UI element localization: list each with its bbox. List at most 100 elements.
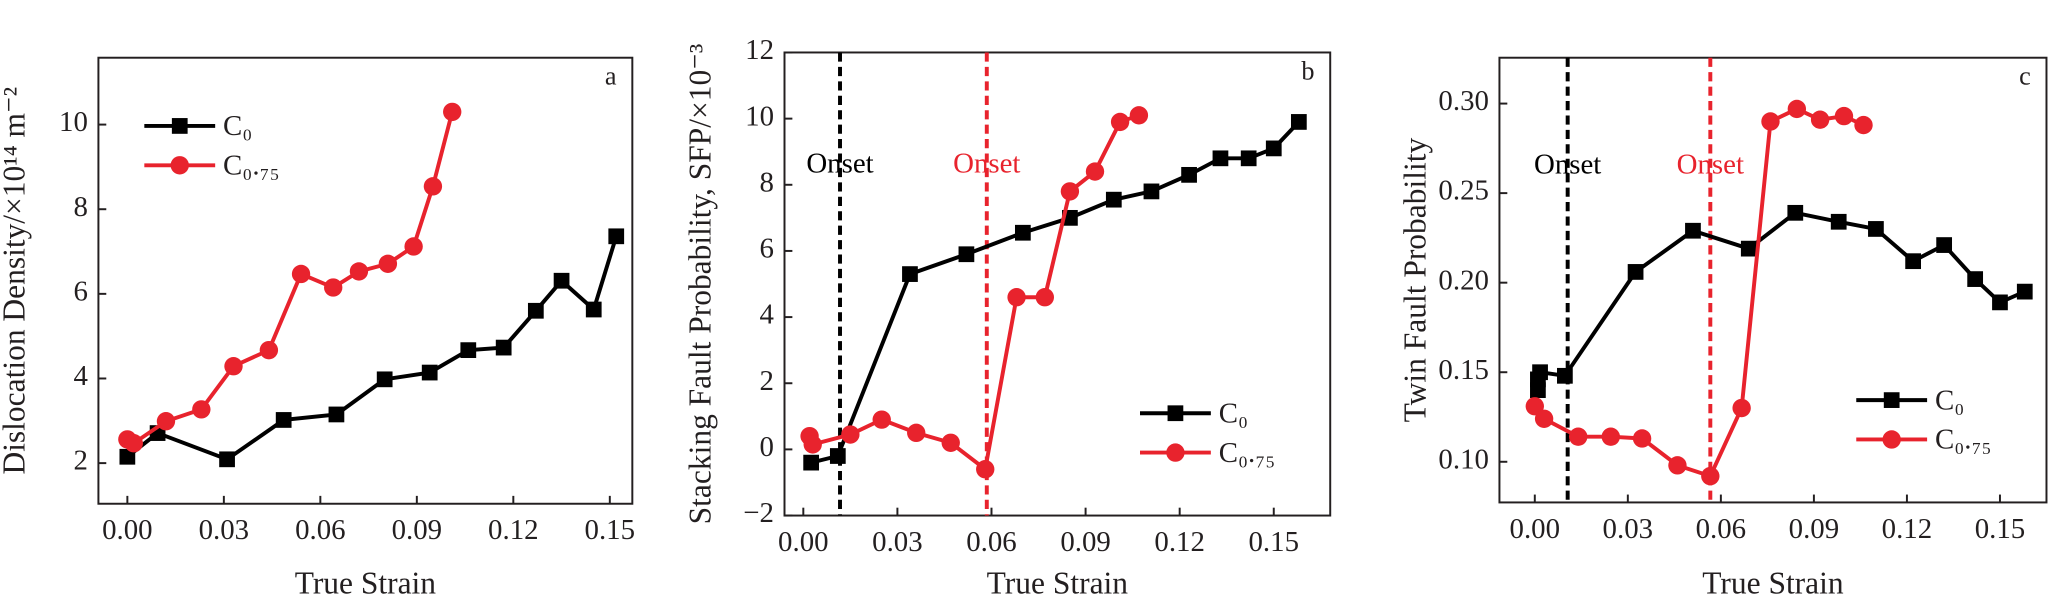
marker [1830, 213, 1847, 230]
x-tick-label: 0.06 [295, 514, 346, 546]
marker [1732, 398, 1751, 418]
marker [1668, 456, 1687, 475]
marker [349, 262, 369, 281]
marker [1787, 99, 1807, 119]
x-tick-label: 0.15 [1249, 526, 1300, 558]
y-tick-label: −2 [743, 497, 774, 529]
legend-marker [171, 118, 188, 134]
marker [324, 278, 343, 297]
marker [1532, 364, 1548, 381]
legend-label: C₀.₇₅ [223, 150, 280, 182]
y-tick-label: 6 [760, 233, 774, 265]
legend-marker [1883, 392, 1900, 408]
marker [1834, 106, 1854, 126]
marker [224, 357, 243, 376]
legend-marker [1882, 430, 1901, 449]
x-tick-label: 0.12 [1882, 513, 1933, 545]
marker [976, 460, 995, 479]
marker [1569, 427, 1588, 446]
marker [192, 400, 211, 419]
onset-label: Onset [1534, 148, 1601, 180]
marker [1014, 224, 1031, 241]
marker [1060, 182, 1080, 201]
marker [1212, 150, 1229, 167]
x-tick-label: 0.06 [1696, 513, 1747, 545]
onset-label: Onset [806, 148, 873, 180]
legend-label: C₀ [1935, 384, 1964, 416]
y-tick-label: 0.20 [1438, 264, 1489, 296]
y-tick-label: 10 [745, 100, 774, 132]
marker [1265, 140, 1282, 157]
marker [328, 406, 345, 423]
y-tick-label: 10 [59, 106, 88, 138]
marker [1810, 110, 1830, 129]
marker [291, 264, 311, 284]
y-tick-label: 0 [760, 431, 774, 463]
marker [941, 433, 960, 452]
marker [1936, 237, 1953, 253]
marker [1181, 166, 1197, 183]
marker [1740, 240, 1757, 257]
marker [1627, 264, 1644, 280]
marker [907, 423, 926, 443]
marker [1129, 106, 1149, 125]
x-tick-label: 0.12 [1154, 526, 1205, 558]
marker [124, 434, 143, 453]
marker [259, 340, 279, 360]
marker [1632, 429, 1652, 448]
y-tick-label: 8 [760, 166, 774, 198]
marker [829, 448, 846, 464]
marker [1854, 115, 1873, 135]
plot-frame [97, 56, 634, 505]
marker [1085, 162, 1105, 181]
marker [1601, 427, 1620, 446]
x-tick-label: 0.00 [778, 526, 829, 558]
marker [495, 339, 512, 356]
marker [872, 410, 891, 429]
onset-label: Onset [953, 148, 1020, 180]
marker [527, 302, 544, 319]
y-tick-label: 0.15 [1438, 354, 1489, 386]
x-tick-label: 0.00 [1510, 513, 1561, 545]
marker [423, 177, 443, 196]
x-tick-label: 0.03 [1603, 513, 1654, 545]
marker [156, 412, 176, 431]
y-tick-label: 0.25 [1438, 175, 1489, 207]
x-tick-label: 0.15 [585, 514, 636, 546]
x-tick-label: 0.03 [872, 526, 923, 558]
marker [902, 266, 918, 282]
marker [275, 412, 292, 428]
marker [1967, 271, 1984, 287]
marker [2016, 283, 2033, 300]
marker [1290, 114, 1307, 130]
y-tick-label: 8 [73, 191, 87, 223]
marker [443, 102, 462, 122]
x-axis-label: True Strain [295, 566, 437, 601]
legend-label: C₀ [1219, 397, 1248, 429]
plot-frame [783, 51, 1332, 517]
y-tick-label: 0.30 [1438, 85, 1489, 117]
marker [803, 454, 820, 471]
y-tick-label: 6 [73, 275, 87, 307]
onset-label: Onset [1677, 148, 1744, 180]
marker [1905, 253, 1922, 270]
panel: 0.00 0.03 0.06 0.09 0.12 0.15 2 4 6 8 10 True Strai… [0, 56, 636, 601]
marker [421, 364, 438, 381]
x-tick-label: 0.09 [1060, 526, 1111, 558]
panel-label: b [1301, 56, 1314, 85]
plot-frame [1498, 56, 2048, 504]
x-axis-label: True Strain [1702, 566, 1844, 601]
marker [958, 246, 975, 263]
marker [1110, 112, 1130, 132]
panel: 0.00 0.03 0.06 0.09 0.12 0.15 −2 0 2 4 6 8 10 12 True … [682, 34, 1332, 601]
marker [1992, 294, 2008, 311]
x-tick-label: 0.15 [1975, 513, 2026, 545]
y-axis-label: Dislocation Density/×10¹⁴ m⁻² [0, 87, 31, 475]
legend-label: C₀ [223, 110, 252, 142]
marker [1868, 221, 1884, 237]
x-tick-label: 0.09 [392, 514, 443, 546]
marker [1035, 288, 1054, 307]
marker [460, 342, 477, 359]
marker [1105, 191, 1122, 208]
legend-marker [1167, 405, 1184, 422]
